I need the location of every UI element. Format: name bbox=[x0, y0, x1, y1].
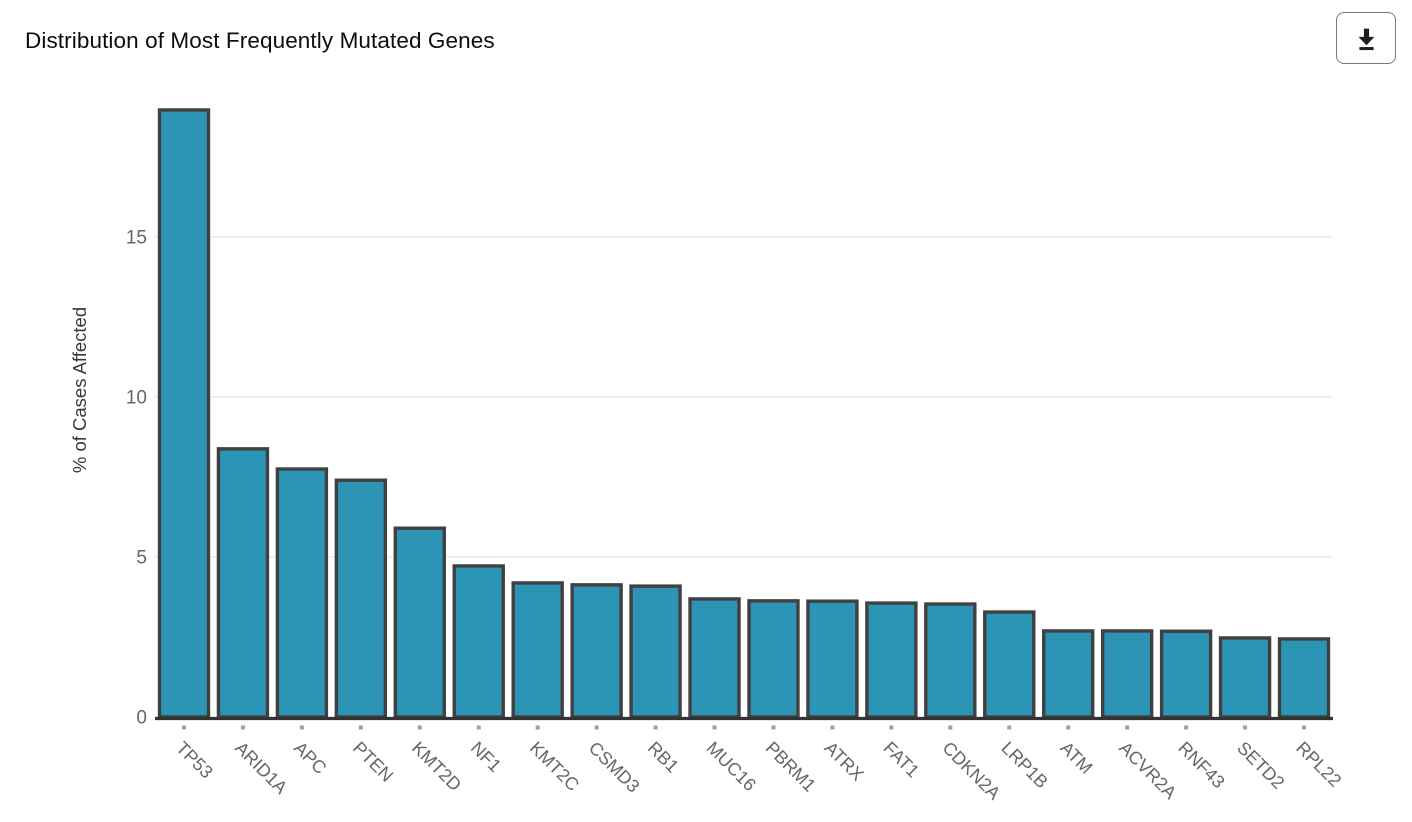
x-tick-mark bbox=[889, 725, 894, 730]
download-button[interactable] bbox=[1336, 12, 1396, 64]
bar-tp53[interactable] bbox=[157, 108, 211, 719]
bar-apc[interactable] bbox=[275, 467, 329, 719]
bar-muc16[interactable] bbox=[688, 597, 741, 719]
x-tick-label-atrx: ATRX bbox=[821, 738, 868, 785]
x-tick-label-fat1: FAT1 bbox=[880, 738, 924, 782]
bar-kmt2d[interactable] bbox=[393, 526, 446, 719]
bar-kmt2c[interactable] bbox=[511, 581, 564, 719]
chart-header: Distribution of Most Frequently Mutated … bbox=[0, 0, 1412, 78]
x-tick-label-pten: PTEN bbox=[349, 738, 397, 786]
x-tick-label-muc16: MUC16 bbox=[703, 738, 760, 795]
x-tick-mark bbox=[1066, 725, 1071, 730]
x-tick-label-kmt2d: KMT2D bbox=[408, 738, 465, 795]
bar-acvr2a[interactable] bbox=[1100, 629, 1154, 719]
y-tick-label-10: 10 bbox=[126, 388, 147, 409]
x-tick-mark bbox=[830, 725, 835, 730]
x-tick-label-rnf43: RNF43 bbox=[1174, 738, 1228, 792]
x-tick-mark bbox=[1125, 725, 1130, 730]
x-tick-mark bbox=[594, 725, 599, 730]
bar-rb1[interactable] bbox=[629, 584, 682, 719]
y-tick-label-0: 0 bbox=[136, 708, 147, 729]
x-tick-label-rb1: RB1 bbox=[644, 738, 683, 777]
x-tick-label-nf1: NF1 bbox=[467, 738, 505, 776]
y-axis-title: % of Cases Affected bbox=[69, 307, 90, 473]
x-tick-mark bbox=[535, 725, 540, 730]
bar-rnf43[interactable] bbox=[1159, 629, 1213, 719]
bar-rpl22[interactable] bbox=[1277, 637, 1331, 719]
x-tick-mark bbox=[771, 725, 776, 730]
x-tick-label-lrp1b: LRP1B bbox=[997, 738, 1051, 792]
x-tick-mark bbox=[1184, 725, 1189, 730]
bar-cdkn2a[interactable] bbox=[924, 602, 977, 719]
x-tick-label-tp53: TP53 bbox=[172, 738, 217, 783]
bar-pbrm1[interactable] bbox=[747, 599, 800, 719]
x-tick-mark bbox=[1007, 725, 1012, 730]
bar-setd2[interactable] bbox=[1218, 636, 1272, 719]
x-tick-mark bbox=[1302, 725, 1306, 730]
x-tick-label-cdkn2a: CDKN2A bbox=[938, 738, 1004, 804]
x-tick-mark bbox=[712, 725, 717, 730]
x-tick-mark bbox=[417, 725, 422, 730]
x-tick-label-apc: APC bbox=[290, 738, 330, 778]
bar-atrx[interactable] bbox=[806, 599, 859, 719]
bar-lrp1b[interactable] bbox=[983, 610, 1036, 719]
x-tick-mark bbox=[1243, 725, 1248, 730]
chart-title: Distribution of Most Frequently Mutated … bbox=[25, 28, 495, 53]
x-tick-mark bbox=[476, 725, 481, 730]
y-tick-label-15: 15 bbox=[126, 228, 147, 249]
bar-atm[interactable] bbox=[1042, 629, 1095, 719]
bar-pten[interactable] bbox=[334, 478, 388, 719]
x-tick-mark bbox=[358, 725, 363, 730]
bar-fat1[interactable] bbox=[865, 601, 918, 719]
x-tick-label-acvr2a: ACVR2A bbox=[1115, 738, 1180, 803]
x-tick-label-csmd3: CSMD3 bbox=[585, 738, 644, 797]
bar-nf1[interactable] bbox=[452, 564, 505, 719]
x-tick-mark bbox=[182, 725, 186, 730]
y-tick-label-5: 5 bbox=[136, 548, 147, 569]
x-tick-label-pbrm1: PBRM1 bbox=[762, 738, 820, 796]
x-tick-label-atm: ATM bbox=[1056, 738, 1096, 778]
x-tick-label-rpl22: RPL22 bbox=[1292, 738, 1345, 791]
x-tick-label-setd2: SETD2 bbox=[1233, 738, 1288, 793]
x-tick-label-kmt2c: KMT2C bbox=[526, 738, 583, 795]
x-tick-mark bbox=[653, 725, 658, 730]
x-tick-mark bbox=[299, 725, 304, 730]
x-tick-label-arid1a: ARID1A bbox=[231, 738, 291, 798]
x-tick-mark bbox=[948, 725, 953, 730]
bar-csmd3[interactable] bbox=[570, 583, 623, 719]
x-tick-mark bbox=[240, 725, 245, 730]
download-icon bbox=[1358, 28, 1374, 50]
bar-arid1a[interactable] bbox=[216, 447, 270, 719]
